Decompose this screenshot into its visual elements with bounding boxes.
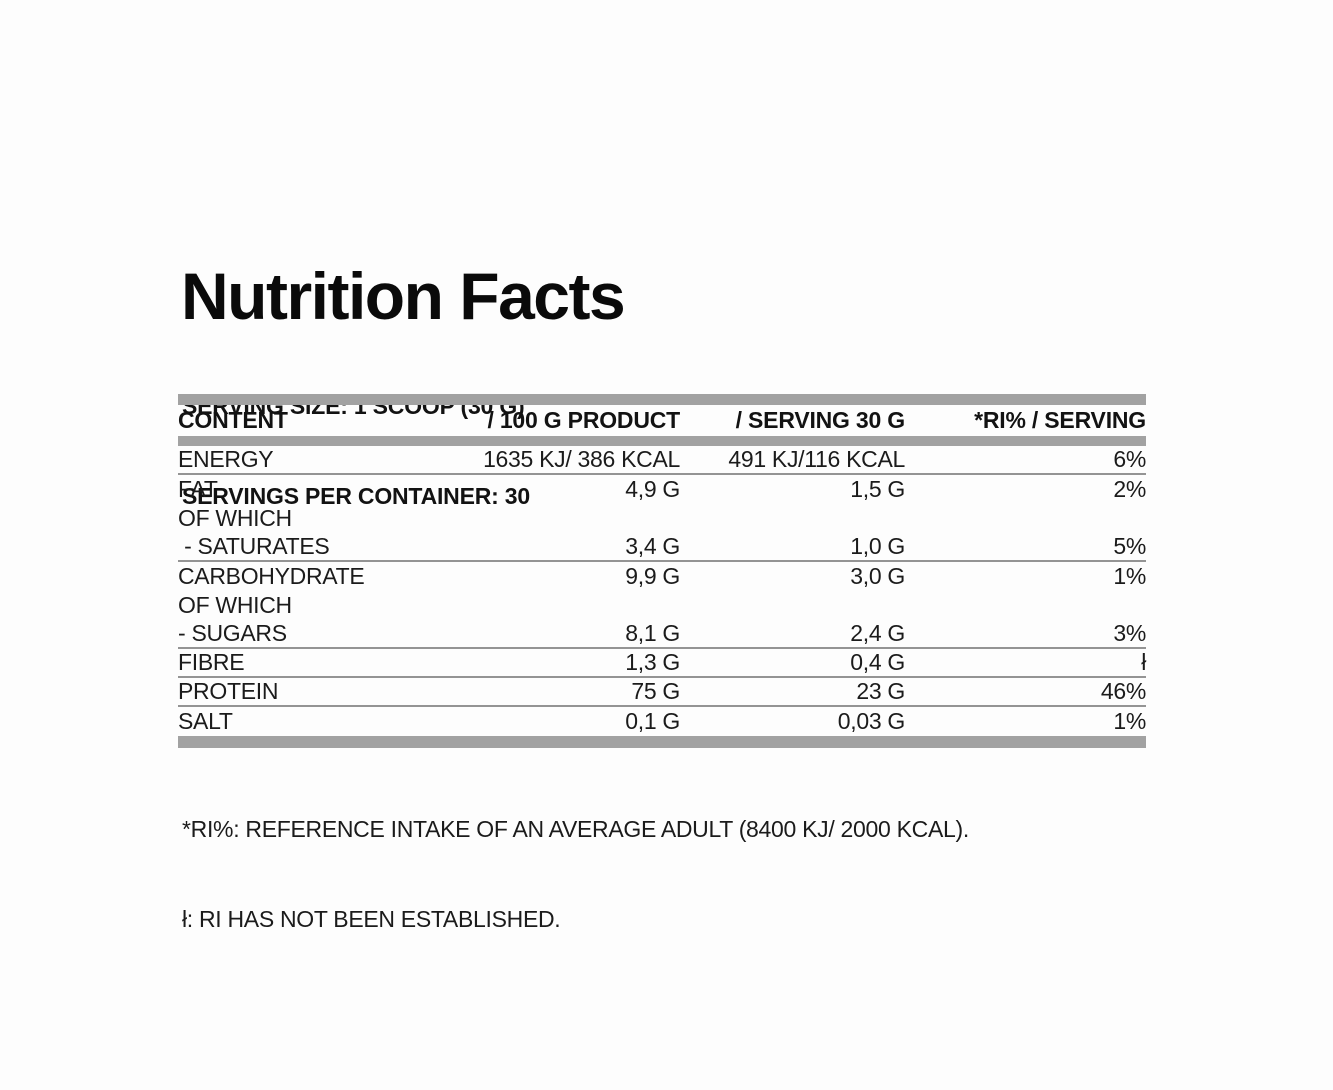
header-per-serving: / SERVING 30 G [735, 407, 906, 433]
cell-ri-percent: 5% [1113, 533, 1146, 559]
cell-per-100g: 75 G [631, 678, 680, 704]
cell-content: - SATURATES [178, 533, 330, 559]
cell-content: FIBRE [178, 649, 245, 675]
table-header-bottom-bar [178, 436, 1146, 446]
cell-content: - SUGARS [178, 620, 287, 646]
table-row: - SUGARS 8,1 G 2,4 G 3% [178, 620, 1146, 649]
cell-per-serving: 1,0 G [850, 533, 905, 559]
cell-per-serving: 491 KJ/116 KCAL [728, 446, 905, 472]
cell-ri-percent: 46% [1100, 678, 1146, 704]
footnote-ri-definition: *RI%: REFERENCE INTAKE OF AN AVERAGE ADU… [182, 816, 969, 842]
cell-per-100g: 3,4 G [625, 533, 680, 559]
table-row: - SATURATES 3,4 G 1,0 G 5% [178, 533, 1146, 562]
table-body: ENERGY 1635 KJ/ 386 KCAL 491 KJ/116 KCAL… [178, 446, 1146, 736]
cell-ri-percent: 3% [1113, 620, 1146, 646]
table-row: OF WHICH [178, 591, 1146, 620]
table-row: FIBRE 1,3 G 0,4 G ł [178, 649, 1146, 678]
cell-content: SALT [178, 708, 233, 734]
footnote-not-established: ł: RI HAS NOT BEEN ESTABLISHED. [182, 906, 561, 932]
servings-per-container-line: SERVINGS PER CONTAINER: 30 [182, 483, 530, 509]
cell-content: OF WHICH [178, 592, 292, 618]
table-bottom-bar [178, 736, 1146, 748]
header-ri-per-serving: *RI% / SERVING [974, 407, 1146, 433]
cell-per-100g: 4,9 G [625, 476, 680, 502]
cell-per-100g: 1635 KJ/ 386 KCAL [483, 446, 680, 472]
cell-per-serving: 2,4 G [850, 620, 905, 646]
table-top-bar [178, 394, 1146, 405]
cell-ri-percent: 1% [1113, 708, 1146, 734]
cell-per-100g: 1,3 G [625, 649, 680, 675]
cell-per-serving: 3,0 G [850, 563, 905, 589]
cell-ri-percent: 1% [1113, 563, 1146, 589]
table-row: ENERGY 1635 KJ/ 386 KCAL 491 KJ/116 KCAL… [178, 446, 1146, 475]
cell-per-serving: 0,4 G [850, 649, 905, 675]
cell-per-100g: 9,9 G [625, 563, 680, 589]
header-per-100g: / 100 G PRODUCT [487, 407, 680, 433]
cell-ri-percent: 6% [1113, 446, 1146, 472]
footnotes: *RI%: REFERENCE INTAKE OF AN AVERAGE ADU… [182, 754, 969, 994]
header-content: CONTENT [178, 407, 288, 433]
table-row: SALT 0,1 G 0,03 G 1% [178, 707, 1146, 736]
cell-content: OF WHICH [178, 505, 292, 531]
table-header-row: CONTENT / 100 G PRODUCT / SERVING 30 G *… [178, 405, 1146, 436]
cell-content: PROTEIN [178, 678, 279, 704]
cell-content: CARBOHYDRATE [178, 563, 365, 589]
table-row: PROTEIN 75 G 23 G 46% [178, 678, 1146, 707]
cell-content: FAT [178, 476, 218, 502]
cell-per-serving: 23 G [856, 678, 905, 704]
cell-ri-percent: ł [1141, 649, 1146, 675]
table-row: OF WHICH [178, 504, 1146, 533]
nutrition-table: CONTENT / 100 G PRODUCT / SERVING 30 G *… [178, 394, 1146, 748]
cell-per-serving: 0,03 G [837, 708, 906, 734]
label-title: Nutrition Facts [181, 259, 626, 333]
cell-ri-percent: 2% [1113, 476, 1146, 502]
cell-content: ENERGY [178, 446, 274, 472]
table-row: CARBOHYDRATE 9,9 G 3,0 G 1% [178, 562, 1146, 591]
cell-per-serving: 1,5 G [850, 476, 905, 502]
cell-per-100g: 8,1 G [625, 620, 680, 646]
table-row: FAT 4,9 G 1,5 G 2% [178, 475, 1146, 504]
cell-per-100g: 0,1 G [625, 708, 680, 734]
